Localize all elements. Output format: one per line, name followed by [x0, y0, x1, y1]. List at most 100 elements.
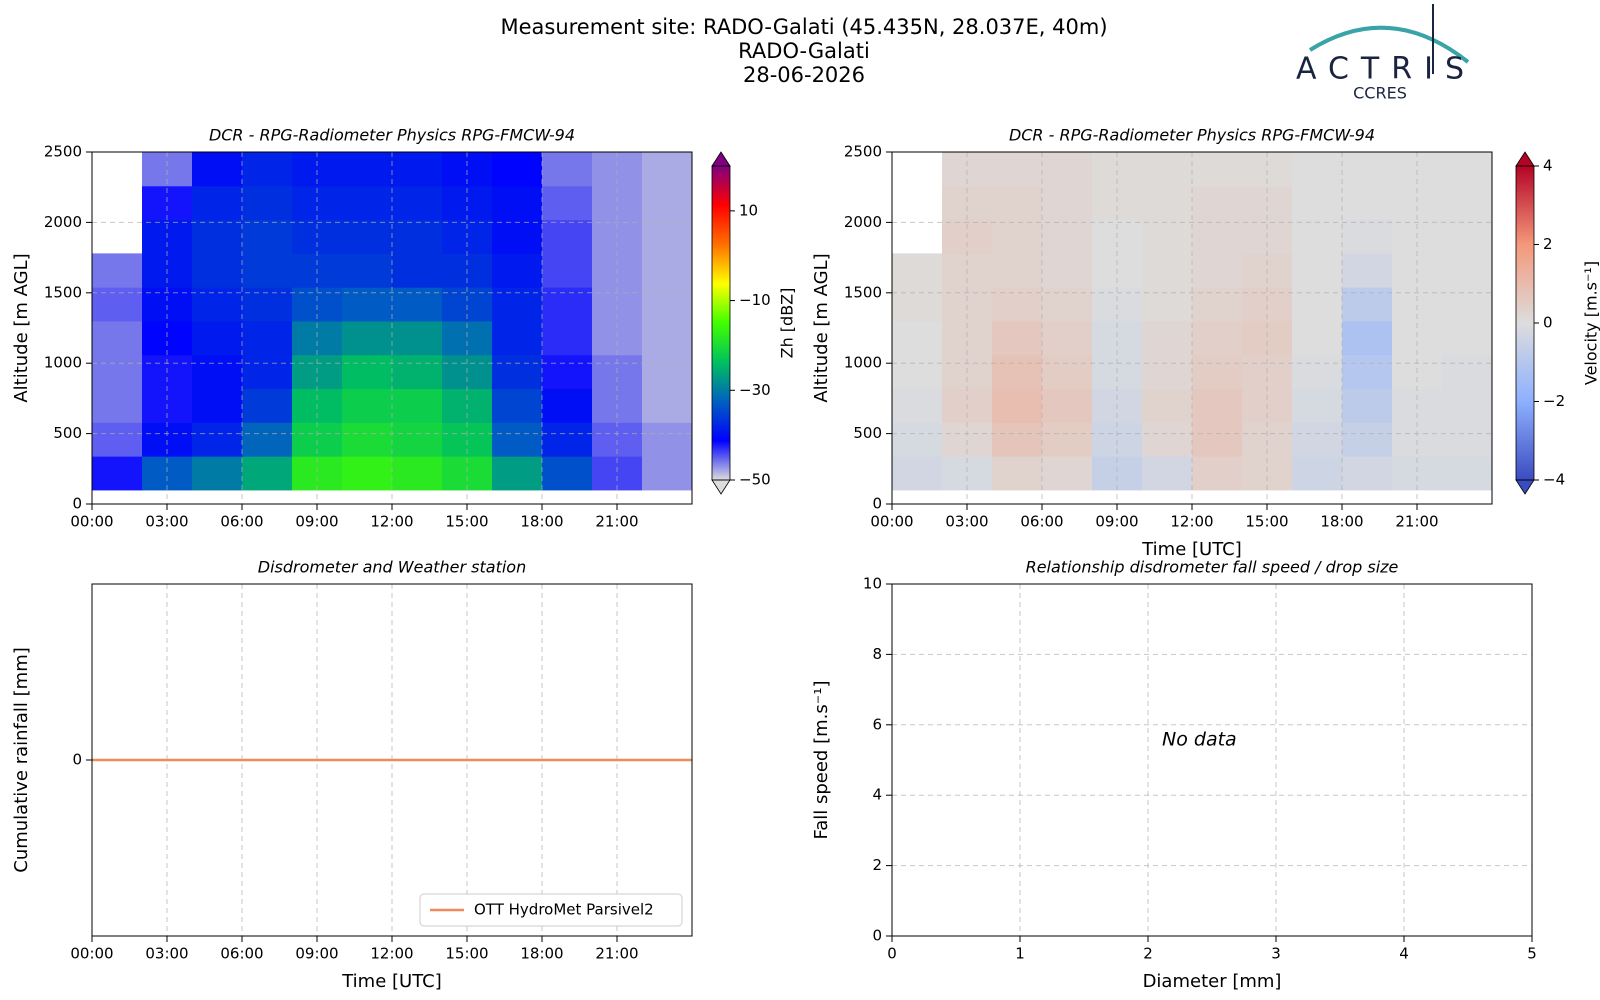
colorbar-frame [711, 165, 731, 481]
heatmap-cell [192, 388, 243, 423]
heatmap-cell [1342, 185, 1393, 221]
heatmap-cell [542, 320, 593, 356]
heatmap-cell [1342, 152, 1393, 187]
x-tick-label: 06:00 [220, 945, 263, 963]
heatmap-cell [242, 422, 293, 457]
panel-title: DCR - RPG-Radiometer Physics RPG-FMCW-94 [1009, 126, 1375, 145]
heatmap-cell [1442, 253, 1493, 288]
colorbar-extend [1515, 151, 1535, 167]
heatmap-cell [1142, 388, 1193, 423]
heatmap-cell [992, 388, 1043, 423]
heatmap-cell [192, 354, 243, 390]
heatmap-cell [1192, 253, 1243, 288]
heatmap-cell [542, 388, 593, 423]
heatmap-cell [1442, 320, 1493, 356]
heatmap-cell [542, 287, 593, 322]
y-tick-label: 0 [872, 495, 882, 513]
heatmap-cell [192, 320, 243, 356]
heatmap-cell [242, 320, 293, 356]
heatmap-cell [92, 388, 143, 423]
heatmap-cell [1142, 185, 1193, 221]
heatmap-cell [92, 320, 143, 356]
heatmap-cell [242, 152, 293, 187]
logo-name: ACTRIS [1296, 52, 1476, 87]
logo-arc [1308, 25, 1470, 64]
heatmap-cell [1042, 456, 1093, 491]
heatmap-cell [1042, 354, 1093, 390]
heatmap-cell [342, 422, 393, 457]
x-tick-label: 03:00 [945, 513, 988, 531]
heatmap-cell [642, 219, 693, 254]
heatmap-cell [492, 354, 543, 390]
heatmap-cell [1292, 219, 1343, 254]
heatmap-cell [242, 456, 293, 491]
x-tick-label: 03:00 [145, 945, 188, 963]
x-axis-label: Time [UTC] [1141, 539, 1242, 560]
x-tick-label: 3 [1271, 945, 1281, 963]
heatmap-cell [1142, 320, 1193, 356]
heatmap-cell [192, 185, 243, 221]
heatmap-cell [892, 456, 943, 491]
heatmap-cell [1192, 388, 1243, 423]
heatmap-cell [642, 422, 693, 457]
heatmap-cell [992, 185, 1043, 221]
x-axis-label: Diameter [mm] [1143, 971, 1282, 992]
x-tick-label: 06:00 [220, 513, 263, 531]
x-tick-label: 09:00 [295, 945, 338, 963]
heatmap-cell [642, 287, 693, 322]
heatmap-cell [1442, 422, 1493, 457]
heatmap-cell [492, 388, 543, 423]
heatmap-cell [1442, 287, 1493, 322]
heatmap-cell [1142, 422, 1193, 457]
x-tick-label: 09:00 [1095, 513, 1138, 531]
heatmap-cell [542, 152, 593, 187]
heatmap-cell [1142, 253, 1193, 288]
annotation: No data [1162, 729, 1237, 751]
heatmap-cell [1292, 456, 1343, 491]
heatmap-cell [492, 422, 543, 457]
x-tick-label: 21:00 [1395, 513, 1438, 531]
y-tick-label: 2500 [44, 143, 82, 161]
heatmap-cell [392, 152, 443, 187]
y-tick-label: 1000 [44, 354, 82, 372]
heatmap-cell [1042, 253, 1093, 288]
heatmap-cell [1292, 152, 1343, 187]
panel-title: Disdrometer and Weather station [258, 558, 526, 577]
heatmap-cell [1342, 253, 1393, 288]
heatmap-cell [492, 253, 543, 288]
colorbar-tick-label: −2 [1543, 392, 1565, 410]
heatmap-cell [892, 422, 943, 457]
heatmap-cell [192, 456, 243, 491]
panel-title: DCR - RPG-Radiometer Physics RPG-FMCW-94 [209, 126, 575, 145]
heatmap-cell [892, 287, 943, 322]
x-tick-label: 03:00 [145, 513, 188, 531]
x-tick-label: 4 [1399, 945, 1409, 963]
heatmap-cell [1142, 456, 1193, 491]
heatmap-cell [1342, 388, 1393, 423]
colorbar-extend [1515, 479, 1535, 495]
heatmap-cell [1292, 253, 1343, 288]
heatmap-cell [992, 152, 1043, 187]
y-tick-label: 6 [872, 715, 882, 733]
heatmap-cell [542, 456, 593, 491]
y-tick-label: 2500 [844, 143, 882, 161]
x-tick-label: 00:00 [870, 513, 913, 531]
heatmap-cell [1192, 422, 1243, 457]
heatmap-cell [342, 219, 393, 254]
x-tick-label: 15:00 [445, 513, 488, 531]
heatmap-cell [1342, 354, 1393, 390]
y-axis-label: Cumulative rainfall [mm] [11, 647, 32, 873]
heatmap-cell [642, 253, 693, 288]
heatmap-cell [542, 185, 593, 221]
heatmap-cell [1042, 422, 1093, 457]
y-tick-label: 2000 [844, 213, 882, 231]
heatmap-cell [1292, 185, 1343, 221]
heatmap-cell [342, 456, 393, 491]
heatmap-cell [642, 388, 693, 423]
x-tick-label: 00:00 [70, 945, 113, 963]
heatmap-cell [542, 219, 593, 254]
x-tick-label: 00:00 [70, 513, 113, 531]
y-tick-label: 1500 [44, 283, 82, 301]
colorbar-tick-label: 4 [1543, 157, 1553, 175]
